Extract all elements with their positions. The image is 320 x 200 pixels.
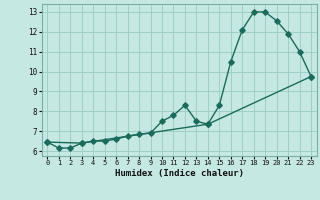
X-axis label: Humidex (Indice chaleur): Humidex (Indice chaleur)	[115, 169, 244, 178]
